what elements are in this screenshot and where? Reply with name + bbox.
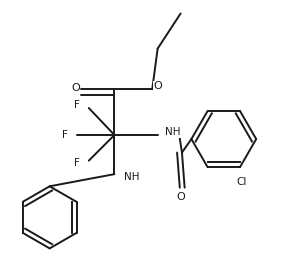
- Text: O: O: [153, 81, 162, 92]
- Text: NH: NH: [124, 172, 140, 182]
- Text: F: F: [74, 100, 79, 110]
- Text: F: F: [62, 130, 68, 140]
- Text: NH: NH: [165, 127, 180, 137]
- Text: O: O: [71, 83, 80, 93]
- Text: O: O: [176, 192, 185, 202]
- Text: Cl: Cl: [236, 177, 246, 187]
- Text: F: F: [74, 158, 79, 168]
